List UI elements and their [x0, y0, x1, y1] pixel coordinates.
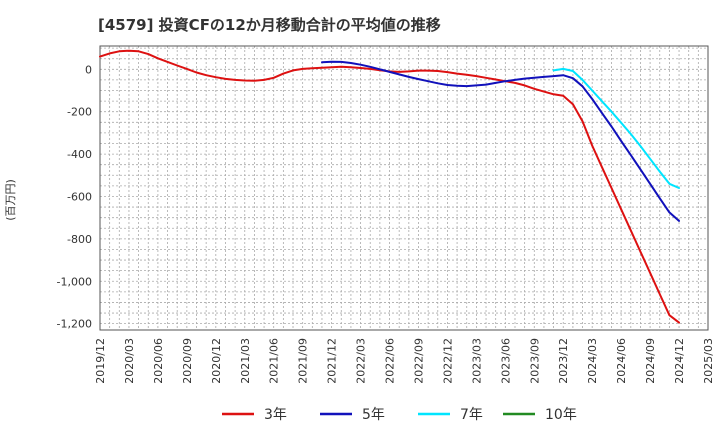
x-tick-label: 2020/06	[152, 338, 165, 384]
y-tick-label: -800	[67, 233, 92, 246]
x-tick-label: 2023/12	[557, 338, 570, 384]
x-tick-label: 2021/09	[297, 338, 310, 384]
x-tick-label: 2022/03	[355, 338, 368, 384]
x-tick-label: 2020/03	[123, 338, 136, 384]
x-tick-label: 2022/09	[412, 338, 425, 384]
x-tick-label: 2023/06	[499, 338, 512, 384]
x-tick-label: 2024/12	[673, 338, 686, 384]
plot-area	[100, 46, 708, 330]
legend-label: 3年	[264, 407, 287, 423]
y-axis-label: (百万円)	[4, 179, 17, 221]
y-tick-label: -600	[67, 190, 92, 203]
x-tick-label: 2024/06	[615, 338, 628, 384]
x-tick-label: 2023/09	[528, 338, 541, 384]
y-tick-label: -1,000	[57, 275, 92, 288]
x-tick-label: 2022/12	[441, 338, 454, 384]
x-tick-label: 2023/03	[470, 338, 483, 384]
legend-label: 10年	[545, 407, 577, 423]
x-tick-label: 2025/03	[702, 338, 715, 384]
chart-title: [4579] 投資CFの12か月移動合計の平均値の推移	[98, 16, 441, 34]
legend-label: 5年	[362, 407, 385, 423]
y-tick-label: -1,200	[57, 318, 92, 331]
x-tick-label: 2021/12	[326, 338, 339, 384]
plot-frame	[99, 45, 709, 331]
x-tick-label: 2024/03	[586, 338, 599, 384]
legend-label: 7年	[460, 407, 483, 423]
x-tick-label: 2021/03	[239, 338, 252, 384]
x-tick-label: 2024/09	[644, 338, 657, 384]
x-tick-label: 2022/06	[384, 338, 397, 384]
x-tick-label: 2020/09	[181, 338, 194, 384]
x-tick-label: 2021/06	[268, 338, 281, 384]
x-tick-label: 2020/12	[210, 338, 223, 384]
series-line-7年	[552, 67, 680, 189]
x-tick-label: 2019/12	[94, 338, 107, 384]
y-tick-label: -200	[67, 106, 92, 119]
y-tick-label: -400	[67, 148, 92, 161]
y-tick-label: 0	[85, 63, 92, 76]
series-line-5年	[321, 60, 680, 222]
